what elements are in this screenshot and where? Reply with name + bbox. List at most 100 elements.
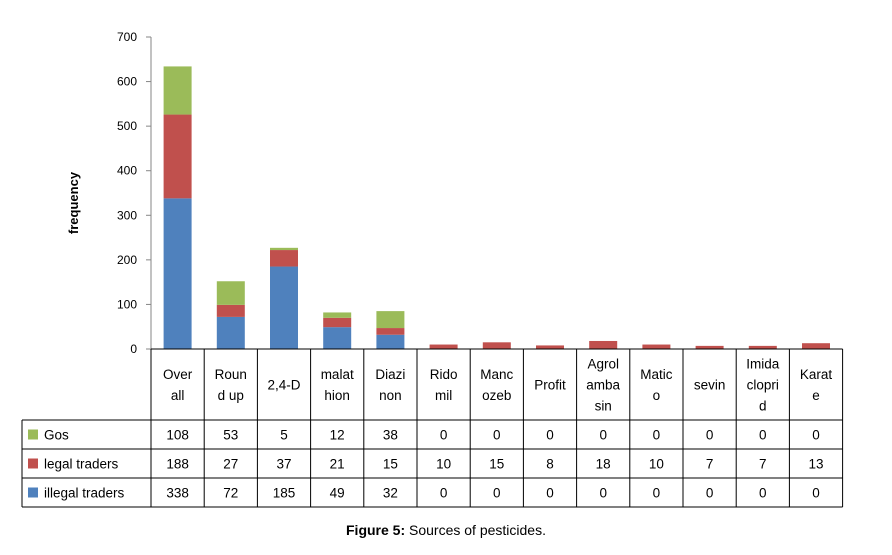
category-label: 2,4-D bbox=[267, 378, 300, 393]
table-cell-value: 32 bbox=[383, 486, 398, 501]
bar-segment bbox=[695, 345, 724, 349]
table-cell-value: 0 bbox=[812, 486, 820, 501]
bar-segment bbox=[642, 344, 671, 349]
bar-segment bbox=[536, 345, 564, 349]
figure-caption: Figure 5: Sources of pesticides. bbox=[0, 522, 892, 538]
category-label: o bbox=[653, 388, 661, 403]
table-cell-value: 7 bbox=[706, 457, 714, 472]
table-cell-value: 0 bbox=[546, 428, 554, 443]
table-cell-value: 72 bbox=[223, 486, 238, 501]
bar-segment bbox=[270, 250, 298, 267]
table-cell-value: 0 bbox=[599, 486, 607, 501]
category-label: Imida bbox=[746, 357, 780, 372]
bar-segment bbox=[163, 198, 192, 349]
bar-segment bbox=[270, 266, 298, 349]
bar-segment bbox=[589, 340, 618, 349]
y-tick-label: 200 bbox=[117, 253, 137, 267]
legend-label: legal traders bbox=[44, 457, 119, 472]
category-label: Agrol bbox=[587, 357, 619, 372]
bar-segment bbox=[429, 344, 458, 349]
table-cell-value: 185 bbox=[273, 486, 296, 501]
category-label: amba bbox=[586, 378, 620, 393]
table-cell-value: 108 bbox=[166, 428, 189, 443]
category-label: Karat bbox=[800, 367, 833, 382]
category-label: clopri bbox=[747, 378, 779, 393]
category-label: Over bbox=[163, 367, 193, 382]
table-cell-value: 27 bbox=[223, 457, 238, 472]
table-cell-value: 0 bbox=[759, 428, 767, 443]
category-label: non bbox=[379, 388, 402, 403]
category-label: Rido bbox=[430, 367, 458, 382]
axis-layer: 0 100 200 300 400 500 600 700 frequency bbox=[66, 30, 152, 356]
table-cell-value: 13 bbox=[808, 457, 823, 472]
category-label: d up bbox=[218, 388, 244, 403]
category-label: Matic bbox=[640, 367, 673, 382]
bar-segment bbox=[376, 311, 405, 329]
bar-segment bbox=[482, 342, 511, 349]
y-axis-title: frequency bbox=[66, 171, 81, 234]
table-cell-value: 0 bbox=[706, 428, 714, 443]
y-tick-label: 0 bbox=[130, 342, 137, 356]
y-tick-label: 700 bbox=[117, 30, 137, 44]
bar-segment bbox=[216, 281, 245, 305]
category-label: ozeb bbox=[482, 388, 511, 403]
table-cell-value: 18 bbox=[596, 457, 611, 472]
bar-segment bbox=[323, 317, 352, 328]
bar-segment bbox=[163, 66, 192, 115]
y-tick-label: 100 bbox=[117, 297, 137, 311]
legend-label: illegal traders bbox=[44, 486, 125, 501]
bar-segment bbox=[376, 328, 405, 335]
table-cell-value: 0 bbox=[493, 428, 501, 443]
category-label: sevin bbox=[694, 378, 726, 393]
category-label: hion bbox=[324, 388, 350, 403]
y-tick-label: 400 bbox=[117, 164, 137, 178]
table-cell-value: 0 bbox=[440, 428, 448, 443]
category-label: sin bbox=[595, 399, 612, 414]
bar-segment bbox=[323, 312, 352, 318]
bar-segment bbox=[163, 114, 192, 199]
table-cell-value: 10 bbox=[436, 457, 451, 472]
caption-text: Sources of pesticides. bbox=[405, 522, 546, 538]
bar-segment bbox=[323, 327, 352, 349]
bar-segment bbox=[748, 345, 777, 349]
table-cell-value: 0 bbox=[546, 486, 554, 501]
table-cell-value: 338 bbox=[166, 486, 189, 501]
bar-segment bbox=[802, 343, 830, 349]
category-label: Diazi bbox=[375, 367, 405, 382]
table-cell-value: 21 bbox=[330, 457, 345, 472]
bars-layer bbox=[163, 66, 830, 349]
table-cell-value: 38 bbox=[383, 428, 398, 443]
table-cell-value: 49 bbox=[330, 486, 345, 501]
bar-segment bbox=[270, 247, 298, 251]
legend-key bbox=[28, 487, 38, 498]
data-table: Over all Roun d up 2,4-D malat hion Diazi non Rid… bbox=[21, 348, 844, 508]
table-cell-value: 7 bbox=[759, 457, 767, 472]
table-cell-value: 0 bbox=[599, 428, 607, 443]
category-label: Profit bbox=[534, 378, 566, 393]
table-cell-value: 15 bbox=[383, 457, 398, 472]
y-tick-label: 600 bbox=[117, 75, 137, 89]
table-cell-value: 0 bbox=[653, 486, 661, 501]
table-cell-value: 0 bbox=[706, 486, 714, 501]
legend-key bbox=[28, 458, 38, 469]
caption-label: Figure 5: bbox=[346, 522, 406, 538]
table-cell-value: 8 bbox=[546, 457, 554, 472]
bar-segment bbox=[376, 334, 405, 349]
category-label: malat bbox=[321, 367, 354, 382]
legend-key bbox=[28, 429, 38, 440]
table-cell-value: 12 bbox=[330, 428, 345, 443]
category-label: e bbox=[812, 388, 820, 403]
table-cell-value: 53 bbox=[223, 428, 238, 443]
category-label: Roun bbox=[215, 367, 247, 382]
table-cell-value: 0 bbox=[759, 486, 767, 501]
table-cell-value: 15 bbox=[489, 457, 504, 472]
category-label: Manc bbox=[480, 367, 513, 382]
y-tick-label: 300 bbox=[117, 208, 137, 222]
table-cell-value: 0 bbox=[812, 428, 820, 443]
table-cell-value: 0 bbox=[493, 486, 501, 501]
y-tick-label: 500 bbox=[117, 119, 137, 133]
category-label: mil bbox=[435, 388, 452, 403]
table-cell-value: 10 bbox=[649, 457, 664, 472]
bar-segment bbox=[216, 304, 245, 317]
